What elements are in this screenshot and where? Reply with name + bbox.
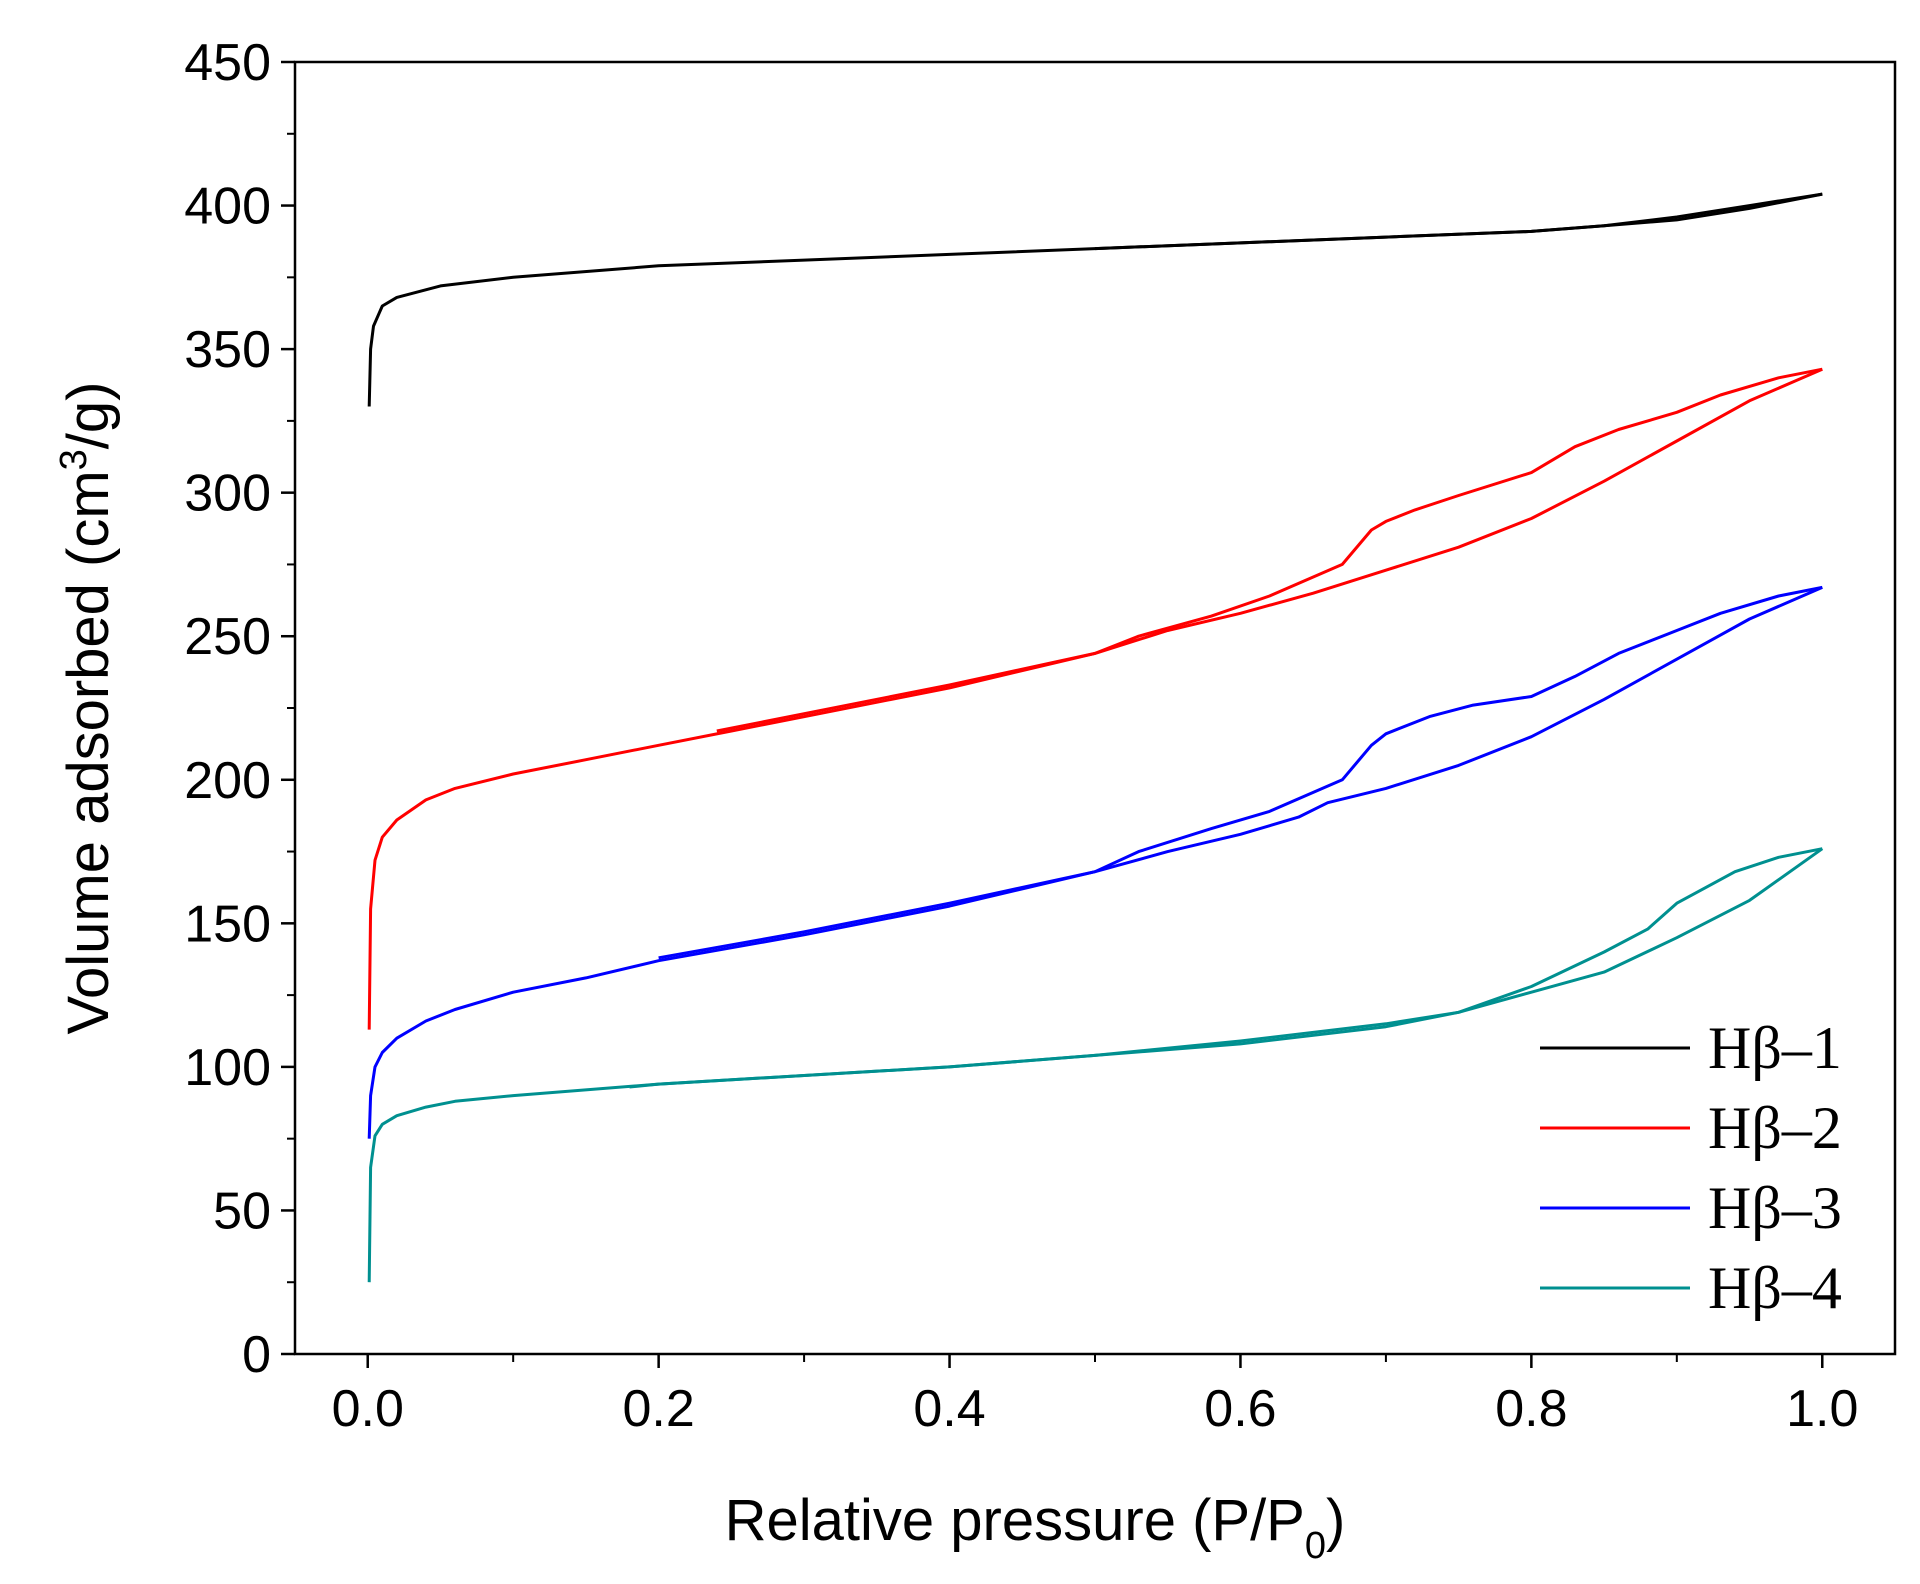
series-3-desorption-line — [658, 585, 1823, 960]
x-tick-label: 0.2 — [622, 1380, 694, 1438]
legend-label-1: Hβ–1 — [1708, 1015, 1842, 1081]
series-4-desorption-line — [629, 847, 1823, 1089]
series-2-desorption-line — [716, 367, 1823, 733]
plot-frame — [293, 60, 1897, 1356]
y-tick-label: 0 — [242, 1326, 271, 1384]
y-tick-label: 50 — [213, 1182, 271, 1240]
y-tick-label: 300 — [184, 465, 271, 523]
x-tick-label: 0.6 — [1204, 1380, 1276, 1438]
legend-label-4: Hβ–4 — [1708, 1255, 1842, 1321]
x-tick-label: 1.0 — [1786, 1380, 1858, 1438]
y-axis-ticks: 0 50 100 150 200 250 300 350 400 450 — [184, 34, 295, 1384]
y-tick-label: 350 — [184, 321, 271, 379]
legend-label-2: Hβ–2 — [1708, 1095, 1842, 1161]
x-tick-label: 0.8 — [1495, 1380, 1567, 1438]
series-1-desorption-line — [1094, 192, 1823, 251]
y-tick-label: 200 — [184, 752, 271, 810]
y-tick-label: 450 — [184, 34, 271, 92]
y-tick-label: 400 — [184, 178, 271, 236]
legend: Hβ–1 Hβ–2 Hβ–3 Hβ–4 — [1540, 1015, 1842, 1321]
x-tick-label: 0.4 — [913, 1380, 985, 1438]
x-axis-ticks: 0.0 0.2 0.4 0.6 0.8 1.0 — [332, 1354, 1858, 1438]
x-axis-title: Relative pressure (P/P0) — [725, 1488, 1346, 1567]
y-tick-label: 250 — [184, 608, 271, 666]
y-axis-title: Volume adsorbed (cm3/g) — [53, 382, 121, 1035]
series-2-adsorption-line — [367, 367, 1823, 1030]
legend-label-3: Hβ–3 — [1708, 1175, 1842, 1241]
x-tick-label: 0.0 — [332, 1380, 404, 1438]
series-lines — [367, 192, 1824, 1283]
series-4-adsorption-line — [367, 847, 1824, 1283]
y-tick-label: 100 — [184, 1039, 271, 1097]
y-tick-label: 150 — [184, 895, 271, 953]
